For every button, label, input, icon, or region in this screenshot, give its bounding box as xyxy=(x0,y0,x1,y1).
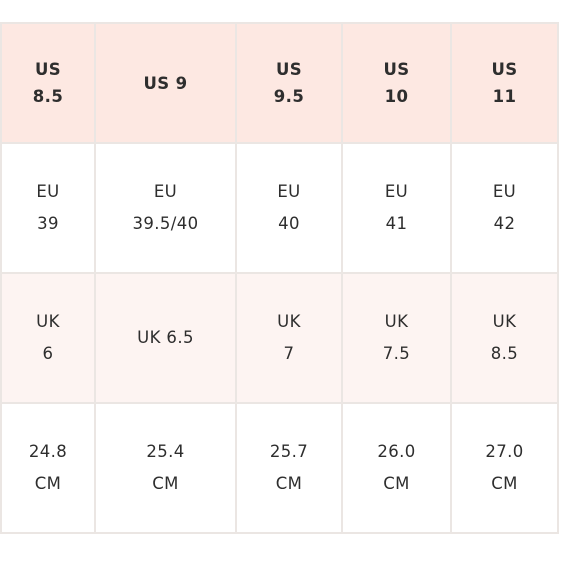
cell-line: US xyxy=(491,60,518,79)
cm-cell: 25.4 CM xyxy=(94,402,237,534)
cell-line: 7 xyxy=(283,344,295,363)
cell-line: EU xyxy=(36,182,60,201)
cell-line: UK 6.5 xyxy=(137,328,194,347)
uk-cell: UK 7.5 xyxy=(341,272,452,404)
cell-line: 24.8 xyxy=(28,442,68,461)
cell-line: CM xyxy=(383,474,410,493)
eu-cell: EU 40 xyxy=(235,142,343,274)
eu-cell: EU 39 xyxy=(0,142,96,274)
header-cell-us-11: US 11 xyxy=(450,22,559,144)
cell-line: 27.0 xyxy=(485,442,524,461)
cell-line: 11 xyxy=(492,87,517,106)
cell-line: EU xyxy=(153,182,178,201)
cell-line: 39 xyxy=(37,214,59,233)
cm-cell: 25.7 CM xyxy=(235,402,343,534)
cell-line: CM xyxy=(491,474,518,493)
cell-line: UK xyxy=(492,312,517,331)
cell-line: EU xyxy=(384,182,409,201)
cell-line: 26.0 xyxy=(377,442,416,461)
cell-line: UK xyxy=(36,312,60,331)
cell-line: 8.5 xyxy=(32,87,64,106)
cell-line: 7.5 xyxy=(382,344,411,363)
cell-line: 39.5/40 xyxy=(132,214,199,233)
cell-line: 42 xyxy=(493,214,516,233)
cell-line: 8.5 xyxy=(490,344,519,363)
cm-size-row: 24.8 CM 25.4 CM 25.7 CM 26.0 CM 27.0 CM xyxy=(0,402,559,534)
uk-cell: UK 6.5 xyxy=(94,272,237,404)
cell-line: EU xyxy=(492,182,517,201)
cell-line: UK xyxy=(384,312,409,331)
cell-line: 25.7 xyxy=(269,442,309,461)
uk-cell: UK 8.5 xyxy=(450,272,559,404)
cell-line: 41 xyxy=(385,214,408,233)
cell-line: US 9 xyxy=(143,73,188,93)
eu-cell: EU 41 xyxy=(341,142,452,274)
cell-line: US xyxy=(275,60,303,79)
cell-line: EU xyxy=(277,182,301,201)
cell-line: CM xyxy=(275,474,303,493)
cm-cell: 24.8 CM xyxy=(0,402,96,534)
header-cell-us-9: US 9 xyxy=(94,22,237,144)
eu-cell: EU 42 xyxy=(450,142,559,274)
cell-line: CM xyxy=(152,474,179,493)
cell-line: US xyxy=(34,60,62,79)
header-cell-us-8-5: US 8.5 xyxy=(0,22,96,144)
size-conversion-table: US 8.5 US 9 US 9.5 US 10 US 11 EU 39 xyxy=(0,22,559,534)
cm-cell: 26.0 CM xyxy=(341,402,452,534)
cell-line: 6 xyxy=(42,344,54,363)
cell-line: 40 xyxy=(278,214,300,233)
cell-line: US xyxy=(383,60,410,79)
uk-cell: UK 6 xyxy=(0,272,96,404)
us-size-header-row: US 8.5 US 9 US 9.5 US 10 US 11 xyxy=(0,22,559,144)
uk-size-row: UK 6 UK 6.5 UK 7 UK 7.5 UK 8.5 xyxy=(0,272,559,404)
cm-cell: 27.0 CM xyxy=(450,402,559,534)
cell-line: 10 xyxy=(384,87,409,106)
header-cell-us-10: US 10 xyxy=(341,22,452,144)
eu-cell: EU 39.5/40 xyxy=(94,142,237,274)
cell-line: CM xyxy=(34,474,62,493)
cell-line: 25.4 xyxy=(146,442,185,461)
uk-cell: UK 7 xyxy=(235,272,343,404)
eu-size-row: EU 39 EU 39.5/40 EU 40 EU 41 EU 42 xyxy=(0,142,559,274)
header-cell-us-9-5: US 9.5 xyxy=(235,22,343,144)
cell-line: UK xyxy=(277,312,301,331)
cell-line: 9.5 xyxy=(273,87,305,106)
